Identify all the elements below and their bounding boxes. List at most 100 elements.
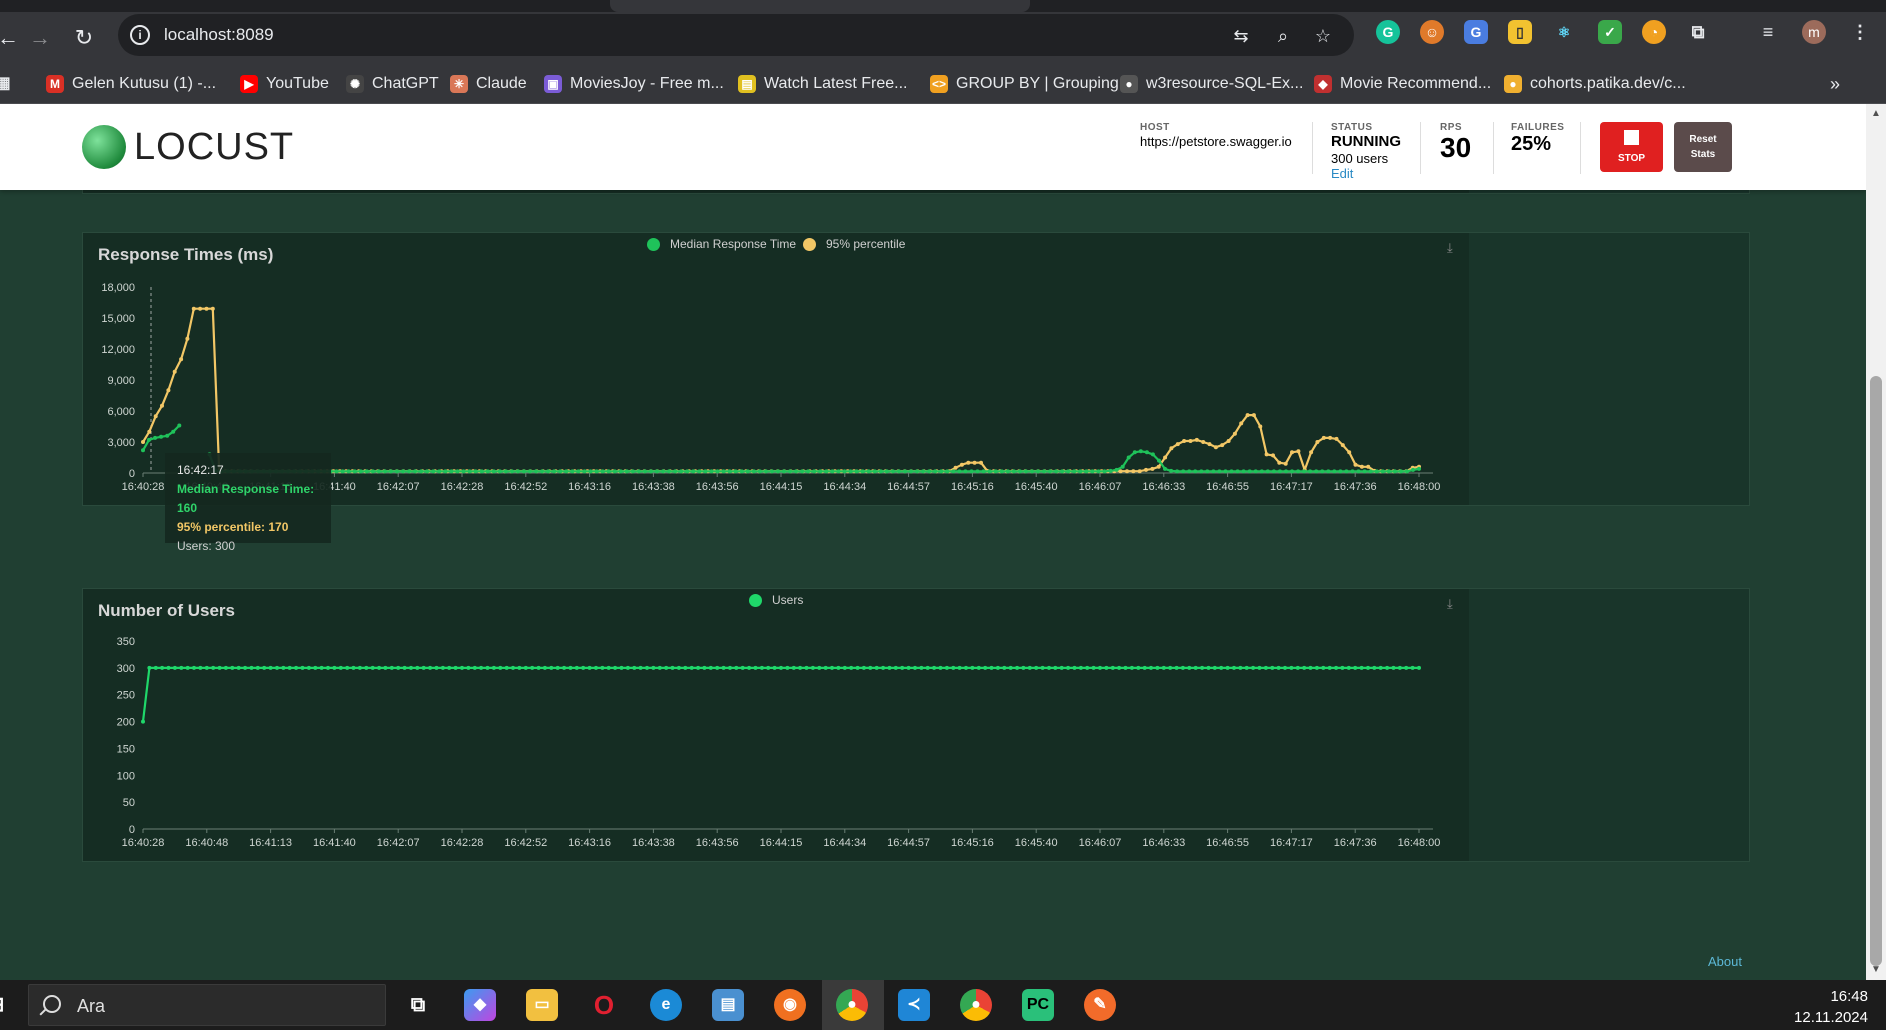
bookmark-item[interactable]: <> GROUP BY | Grouping <box>930 74 1119 94</box>
taskbar-search[interactable]: Ara <box>28 984 386 1026</box>
stop-button[interactable]: STOP <box>1600 122 1663 172</box>
chrome-icon[interactable]: ● <box>836 989 868 1021</box>
x-tick-label: 16:44:15 <box>760 837 803 849</box>
users-point <box>1098 665 1102 670</box>
google-translate-icon[interactable]: G <box>1464 20 1488 44</box>
file-explorer-icon[interactable]: ▭ <box>526 989 558 1021</box>
bookmark-item[interactable]: ◆ Movie Recommend... <box>1314 74 1491 94</box>
p95-point <box>1169 446 1174 451</box>
download-icon[interactable]: ⤓ <box>1447 596 1453 611</box>
bookmarks-bar: ▦ M Gelen Kutusu (1) -... ▶ YouTube ✺ ChatGPT… <box>0 64 1886 104</box>
legend-median[interactable]: Median Response Time <box>647 237 796 251</box>
apps-grid-icon[interactable]: ▦ <box>0 75 11 92</box>
legend-users[interactable]: Users <box>749 593 803 607</box>
site-info-icon[interactable]: i <box>130 25 150 45</box>
median-point <box>1114 467 1119 472</box>
copilot-icon[interactable]: ◆ <box>464 989 496 1021</box>
p95-point <box>185 336 190 341</box>
reset-stats-button[interactable]: Reset Stats <box>1674 122 1732 172</box>
about-link[interactable]: About <box>1708 954 1742 969</box>
median-point <box>1066 469 1071 474</box>
median-point <box>461 469 466 474</box>
users-point <box>1187 665 1192 670</box>
bookmark-item[interactable]: ✺ ChatGPT <box>346 74 439 94</box>
forward-icon[interactable]: → <box>29 25 51 50</box>
address-bar[interactable]: i localhost:8089 ⇆ ⌕ ☆ <box>118 14 1354 56</box>
edit-users-link[interactable]: Edit <box>1331 166 1354 181</box>
back-icon[interactable]: ← <box>0 25 19 50</box>
median-point <box>673 469 678 474</box>
firefox-icon[interactable]: ◉ <box>774 989 806 1021</box>
median-point <box>733 469 738 474</box>
profile-avatar[interactable]: m <box>1802 20 1826 44</box>
extension-mouse-icon[interactable]: ▯ <box>1508 20 1532 44</box>
download-icon[interactable]: ⤓ <box>1447 240 1453 255</box>
active-tab[interactable] <box>610 0 1030 12</box>
chrome-profile-icon[interactable]: ● <box>960 989 992 1021</box>
users-point <box>1168 665 1173 670</box>
shield-icon[interactable]: ✓ <box>1598 20 1622 44</box>
median-point <box>395 469 399 474</box>
bookmark-star-icon[interactable]: ☆ <box>1314 26 1332 46</box>
bookmark-item[interactable]: ▣ MoviesJoy - Free m... <box>544 74 724 94</box>
scroll-up-icon[interactable]: ▲ <box>1871 108 1881 119</box>
reload-icon[interactable]: ↻ <box>74 25 94 50</box>
extensions-puzzle-icon[interactable]: ⧉ <box>1691 22 1705 42</box>
median-point <box>1332 469 1337 474</box>
median-point <box>1030 469 1034 474</box>
p95-point <box>1340 443 1345 448</box>
remote-desktop-icon[interactable]: ▤ <box>712 989 744 1021</box>
median-point <box>667 469 672 474</box>
median-point <box>1277 469 1282 474</box>
p95-point <box>972 460 977 465</box>
extension-speed-icon[interactable]: ◔ <box>1642 20 1666 44</box>
scroll-thumb[interactable] <box>1870 376 1882 966</box>
users-point <box>766 665 771 670</box>
bookmark-item[interactable]: ● w3resource-SQL-Ex... <box>1120 74 1303 94</box>
users-point <box>294 665 299 670</box>
windows-start-icon[interactable]: ⊞ <box>0 989 10 1021</box>
x-tick-label: 16:42:52 <box>504 481 547 493</box>
react-devtools-icon[interactable]: ⚛ <box>1557 24 1571 40</box>
menu-kebab-icon[interactable]: ⋮ <box>1851 22 1869 42</box>
bookmark-item[interactable]: ● cohorts.patika.dev/c... <box>1504 74 1686 94</box>
median-point <box>177 423 182 428</box>
legend-users-label: Users <box>772 593 804 607</box>
edge-icon[interactable]: e <box>650 989 682 1021</box>
extension-face-icon[interactable]: ☺ <box>1420 20 1444 44</box>
zoom-icon[interactable]: ⌕ <box>1277 26 1289 46</box>
media-control-icon[interactable]: ≡ <box>1762 22 1774 42</box>
grammarly-icon[interactable]: G <box>1376 20 1400 44</box>
median-point <box>1036 469 1040 474</box>
bookmark-item[interactable]: ▶ YouTube <box>240 74 329 94</box>
users-point <box>1104 665 1109 670</box>
legend-p95[interactable]: 95% percentile <box>803 237 905 251</box>
p95-point <box>1207 442 1212 447</box>
median-point <box>866 469 871 474</box>
median-point <box>1398 469 1403 474</box>
postman-icon[interactable]: ✎ <box>1084 989 1116 1021</box>
median-point <box>425 469 430 474</box>
median-point <box>782 469 786 474</box>
median-point <box>884 469 889 474</box>
users-point <box>1295 665 1300 670</box>
url-text[interactable]: localhost:8089 <box>164 25 274 44</box>
p95-point <box>179 357 184 362</box>
task-view-icon[interactable]: ⧉ <box>410 994 426 1016</box>
users-point <box>1078 665 1083 670</box>
more-bookmarks-icon[interactable]: » <box>1830 73 1841 94</box>
translate-icon[interactable]: ⇆ <box>1233 26 1249 46</box>
p95-point <box>1213 445 1218 450</box>
pycharm-icon[interactable]: PC <box>1022 989 1054 1021</box>
vscode-icon[interactable]: ≺ <box>898 989 930 1021</box>
tooltip-users: Users: 300 <box>177 539 236 553</box>
opera-icon[interactable]: O <box>593 990 615 1020</box>
page-scrollbar[interactable]: ▲ ▼ <box>1866 104 1886 980</box>
scroll-down-icon[interactable]: ▼ <box>1871 964 1881 975</box>
median-point <box>407 469 412 474</box>
bookmark-item[interactable]: ▤ Watch Latest Free... <box>738 74 907 94</box>
taskbar-clock[interactable]: 16:48 12.11.2024 <box>1794 986 1868 1028</box>
users-point <box>275 665 279 670</box>
bookmark-item[interactable]: M Gelen Kutusu (1) -... <box>46 74 216 94</box>
bookmark-item[interactable]: ✳ Claude <box>450 74 527 94</box>
